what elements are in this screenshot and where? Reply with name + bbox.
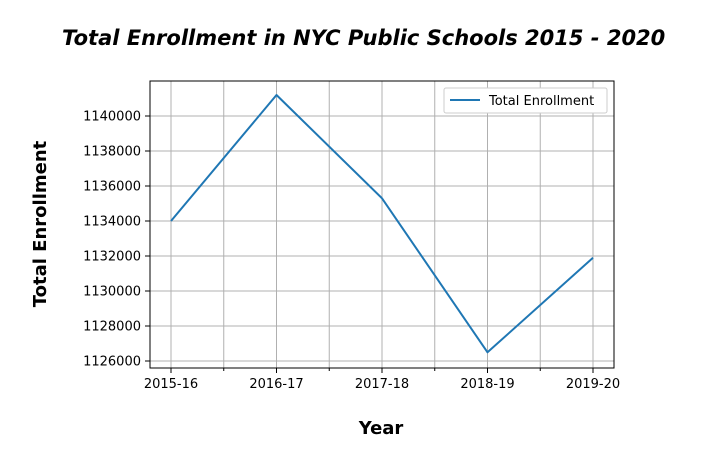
y-tick-label: 1128000 <box>83 320 141 335</box>
x-tick-label: 2015-16 <box>144 377 198 392</box>
series-layer <box>170 94 594 354</box>
axis-ticks: 2015-16 2016-17 2017-18 2018-19 2019-20 11260… <box>83 110 620 393</box>
x-tick-label: 2017-18 <box>355 377 409 392</box>
grid <box>150 81 614 368</box>
y-axis-label: Total Enrollment <box>30 140 51 307</box>
y-tick-label: 1126000 <box>83 355 141 370</box>
y-tick-label: 1140000 <box>83 110 141 125</box>
legend-label: Total Enrollment <box>488 94 594 109</box>
x-tick-label: 2019-20 <box>566 377 620 392</box>
y-tick-label: 1136000 <box>83 180 141 195</box>
x-tick-label: 2018-19 <box>460 377 514 392</box>
y-tick-label: 1134000 <box>83 215 141 230</box>
x-tick-label: 2016-17 <box>249 377 303 392</box>
chart-title: Total Enrollment in NYC Public Schools 2… <box>62 26 666 50</box>
x-axis-label: Year <box>358 418 404 439</box>
legend: Total Enrollment <box>443 87 608 114</box>
y-tick-label: 1130000 <box>83 285 141 300</box>
y-tick-label: 1132000 <box>83 250 141 265</box>
y-tick-label: 1138000 <box>83 145 141 160</box>
legend-box <box>443 87 608 114</box>
